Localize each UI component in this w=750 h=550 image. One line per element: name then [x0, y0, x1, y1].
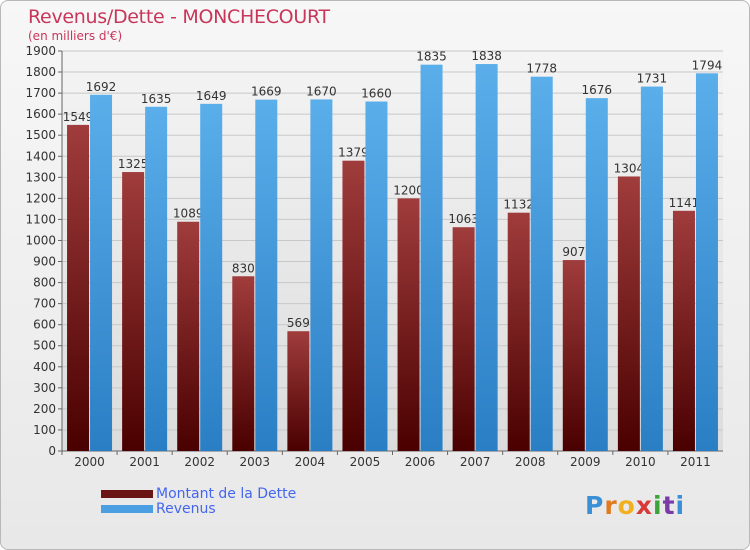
value-label-revenus: 1835 — [416, 50, 447, 64]
value-label-dette: 1379 — [338, 146, 369, 160]
bar-dette — [617, 176, 640, 451]
bar-dette — [287, 331, 310, 451]
y-tick-label: 1700 — [25, 86, 56, 100]
bar-revenus — [255, 99, 278, 451]
bar-revenus — [695, 73, 718, 451]
y-tick-label: 700 — [33, 297, 56, 311]
value-label-dette: 1141 — [669, 196, 700, 210]
plot-area — [62, 51, 723, 451]
logo-letter: i — [675, 491, 686, 520]
legend-label-revenus: Revenus — [156, 501, 216, 517]
bar-revenus — [90, 94, 113, 451]
x-tick-label: 2011 — [680, 455, 711, 469]
x-tick-label: 2007 — [460, 455, 491, 469]
logo-letter: P — [585, 491, 605, 520]
x-tick-label: 2001 — [129, 455, 160, 469]
value-label-dette: 1089 — [173, 207, 204, 221]
bar-dette — [672, 210, 695, 451]
y-tick-label: 0 — [48, 444, 56, 458]
y-tick-label: 1200 — [25, 191, 56, 205]
chart-subtitle: (en milliers d'€) — [28, 29, 123, 43]
value-label-dette: 907 — [562, 245, 585, 259]
x-tick-label: 2004 — [295, 455, 326, 469]
bar-dette — [397, 198, 420, 451]
value-label-dette: 569 — [287, 316, 310, 330]
value-label-revenus: 1670 — [306, 84, 337, 98]
legend-swatch-revenus — [101, 505, 153, 513]
bar-dette — [232, 276, 255, 451]
bar-dette — [562, 260, 585, 451]
bar-dette — [67, 124, 90, 451]
bar-revenus — [585, 98, 608, 451]
bar-dette — [507, 212, 530, 451]
logo-letter: r — [604, 491, 618, 520]
y-tick-label: 800 — [33, 276, 56, 290]
x-tick-label: 2009 — [570, 455, 601, 469]
value-label-revenus: 1794 — [692, 58, 723, 72]
chart-title: Revenus/Dette - MONCHECOURT — [28, 6, 330, 28]
bar-revenus — [200, 103, 223, 451]
y-tick-label: 300 — [33, 381, 56, 395]
x-tick-label: 2003 — [240, 455, 271, 469]
value-label-dette: 1304 — [614, 161, 645, 175]
y-tick-label: 1600 — [25, 107, 56, 121]
value-label-dette: 1549 — [63, 110, 94, 124]
logo-letter: t — [662, 491, 676, 520]
bar-revenus — [530, 76, 553, 452]
y-tick-label: 1300 — [25, 170, 56, 184]
value-label-dette: 1200 — [393, 183, 424, 197]
bar-dette — [452, 227, 475, 451]
y-tick-label: 200 — [33, 402, 56, 416]
y-tick-label: 500 — [33, 339, 56, 353]
value-label-revenus: 1660 — [361, 87, 392, 101]
logo-letter: o — [617, 491, 636, 520]
legend-swatch-dette — [101, 490, 153, 498]
bar-revenus — [640, 86, 663, 451]
value-label-dette: 1063 — [448, 212, 479, 226]
y-tick-label: 1400 — [25, 149, 56, 163]
value-label-revenus: 1778 — [526, 62, 557, 76]
x-tick-label: 2000 — [74, 455, 105, 469]
bar-dette — [122, 172, 145, 452]
y-tick-label: 1800 — [25, 65, 56, 79]
logo-letter: i — [653, 491, 663, 520]
value-label-dette: 830 — [232, 261, 255, 275]
y-tick-label: 1000 — [25, 233, 56, 247]
value-label-revenus: 1838 — [471, 49, 502, 63]
value-label-revenus: 1692 — [86, 80, 117, 94]
y-tick-label: 1900 — [25, 44, 56, 58]
value-label-revenus: 1676 — [582, 83, 613, 97]
x-tick-label: 2010 — [625, 455, 656, 469]
value-label-revenus: 1635 — [141, 92, 172, 106]
proxiti-logo: Proxiti — [585, 491, 685, 520]
bar-dette — [342, 160, 365, 451]
value-label-revenus: 1669 — [251, 85, 282, 99]
x-tick-label: 2006 — [405, 455, 436, 469]
y-tick-label: 600 — [33, 318, 56, 332]
y-tick-label: 1500 — [25, 128, 56, 142]
y-tick-label: 400 — [33, 360, 56, 374]
x-tick-label: 2002 — [184, 455, 215, 469]
y-tick-label: 100 — [33, 423, 56, 437]
bar-dette — [177, 221, 200, 451]
bar-revenus — [145, 106, 168, 451]
value-label-dette: 1325 — [118, 157, 149, 171]
bar-revenus — [365, 101, 388, 452]
logo-letter: x — [635, 491, 653, 520]
value-label-revenus: 1731 — [637, 72, 668, 86]
bar-revenus — [420, 64, 443, 452]
bar-revenus — [475, 64, 498, 452]
y-tick-label: 900 — [33, 255, 56, 269]
x-tick-label: 2005 — [350, 455, 381, 469]
legend-label-dette: Montant de la Dette — [156, 486, 297, 502]
x-tick-label: 2008 — [515, 455, 546, 469]
value-label-dette: 1132 — [503, 198, 534, 212]
value-label-revenus: 1649 — [196, 89, 227, 103]
y-tick-label: 1100 — [25, 212, 56, 226]
bar-revenus — [310, 99, 333, 451]
